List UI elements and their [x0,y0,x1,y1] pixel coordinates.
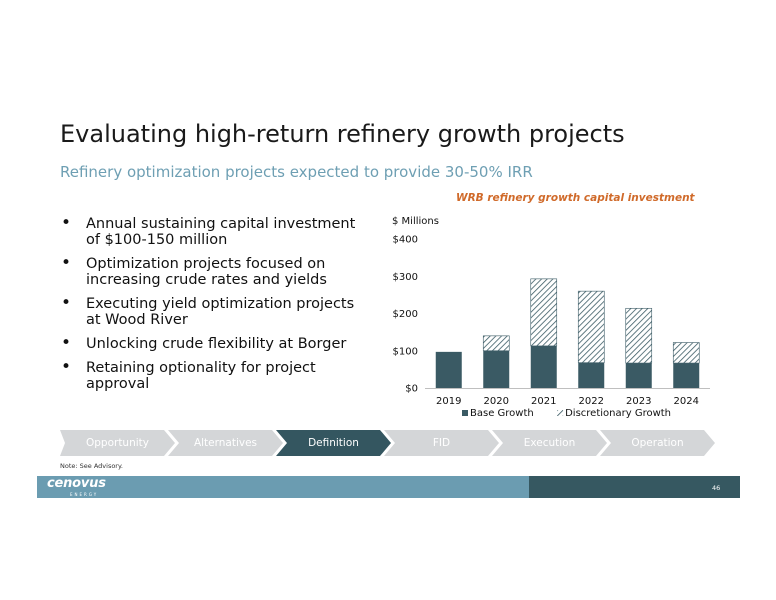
bullet-item: Optimization projects focused on increas… [60,255,370,288]
bullet-item: Executing yield optimization projects at… [60,295,370,328]
process-step-fid: FID [384,430,499,456]
cenovus-logo: cenovus [47,476,106,491]
x-tick-label: 2021 [531,396,556,407]
y-tick-label: $300 [393,272,418,283]
x-tick-label: 2024 [674,396,699,407]
legend-label: Base Growth [470,408,534,419]
bar-base-2021 [530,345,557,388]
process-step-alternatives: Alternatives [168,430,283,456]
process-step-definition: Definition [276,430,391,456]
chart-title: WRB refinery growth capital investment [456,192,695,204]
bar-discretionary-2023 [625,307,653,364]
y-tick-label: $400 [393,235,418,246]
x-tick-label: 2023 [626,396,651,407]
y-axis-label: $ Millions [392,216,439,227]
bar-base-2023 [625,363,652,388]
bar-base-2022 [578,362,605,388]
bullet-list: Annual sustaining capital investment of … [60,215,370,400]
bar-base-2019 [435,351,462,388]
bullet-item: Retaining optionality for project approv… [60,359,370,392]
page-number: 46 [712,484,721,492]
process-step-operation: Operation [600,430,715,456]
process-step-execution: Execution [492,430,607,456]
footnote: Note: See Advisory. [60,462,123,470]
x-tick-label: 2020 [484,396,509,407]
bar-discretionary-2024 [672,342,700,364]
bar-base-2020 [483,350,510,388]
footer-bar-dark [529,476,740,498]
y-tick-label: $200 [393,309,418,320]
bar-discretionary-2022 [577,290,605,363]
process-step-opportunity: Opportunity [60,430,175,456]
page-subtitle: Refinery optimization projects expected … [60,163,533,181]
bullet-item: Annual sustaining capital investment of … [60,215,370,248]
process-stages: Opportunity Alternatives Definition FID Exec… [0,430,776,456]
bar-discretionary-2021 [530,278,558,347]
legend-swatch-discretionary [557,410,564,416]
bar-base-2024 [673,363,700,388]
legend-label: Discretionary Growth [565,408,671,419]
legend-swatch-base [462,410,468,416]
y-tick-label: $0 [405,384,418,395]
y-tick-label: $100 [393,346,418,357]
x-tick-label: 2022 [579,396,604,407]
bullet-item: Unlocking crude flexibility at Borger [60,335,370,352]
bar-discretionary-2020 [482,335,510,352]
page-title: Evaluating high-return refinery growth p… [60,120,625,148]
logo-subtext: ENERGY [70,492,99,497]
x-tick-label: 2019 [436,396,461,407]
bar-chart: $ Millions $0 $100 $200 $300 $400 2019 2020 2021… [392,216,710,419]
